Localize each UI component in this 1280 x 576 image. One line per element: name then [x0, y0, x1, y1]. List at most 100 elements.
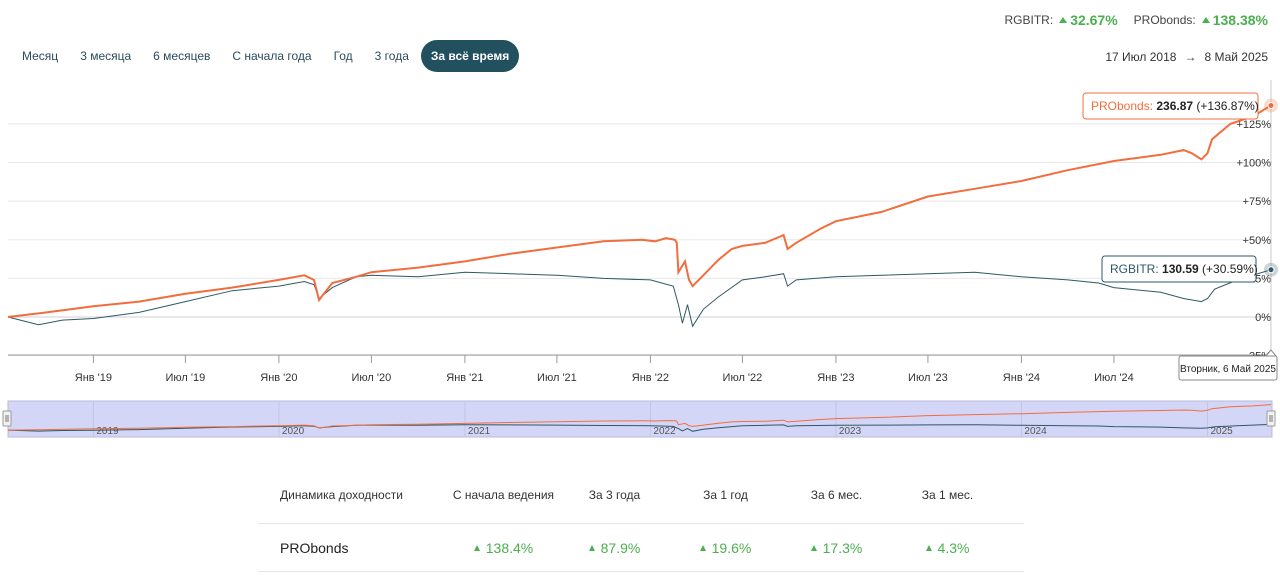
x-tick-label: Янв '21 — [446, 372, 483, 384]
date-from[interactable]: 17 Июл 2018 — [1105, 50, 1177, 64]
table-header: Динамика доходности С начала ведения За … — [258, 466, 1024, 524]
table-row: PRObonds 138.4% 87.9% 19.6% 17.3% 4.3% — [258, 524, 1024, 572]
header-dynamics: Динамика доходности — [280, 487, 403, 502]
probonds-tooltip-box — [1082, 92, 1259, 120]
navigator-selection — [7, 400, 1273, 438]
rgbitr-tooltip-value: 130.59 — [1162, 262, 1199, 276]
header-1-year: За 1 год — [703, 487, 748, 502]
summary-rgbitr-value: 32.67% — [1070, 12, 1118, 28]
up-arrow-icon — [588, 544, 595, 551]
probonds-tooltip: PRObonds: 236.87 (+136.87%) — [1082, 92, 1259, 120]
summary-rgbitr-value-wrap: 32.67% — [1059, 12, 1118, 28]
cell-6-months: 17.3% — [781, 538, 892, 558]
x-tick-label: Янв '23 — [817, 372, 854, 384]
summary-probonds-label: PRObonds: — [1133, 13, 1196, 27]
navigator-probonds-line — [7, 404, 1272, 431]
probonds-tooltip-text: PRObonds: 236.87 (+136.87%) — [1091, 99, 1259, 113]
cell-3-years: 87.9% — [559, 538, 670, 558]
summary-rgbitr: RGBITR: 32.67% — [1005, 12, 1118, 28]
navigator-rgbitr-line — [7, 423, 1272, 432]
cell-3-years-value: 87.9% — [600, 539, 641, 556]
summary-probonds-value-wrap: 138.38% — [1201, 12, 1268, 28]
range-all-time-button[interactable]: За всё время — [420, 40, 520, 72]
header-1-month: За 1 мес. — [921, 487, 974, 502]
rgbitr-tooltip-change: (+30.59%) — [1199, 262, 1258, 276]
rgbitr-tooltip-series-name: RGBITR — [1110, 262, 1156, 276]
cell-since-inception: 138.4% — [448, 538, 559, 558]
summary-probonds: PRObonds: 138.38% — [1134, 12, 1268, 28]
x-tick-label: Июл '21 — [537, 372, 577, 384]
summary-probonds-value: 138.38% — [1212, 12, 1268, 28]
rgbitr-tooltip: RGBITR: 130.59 (+30.59%) — [1101, 255, 1258, 283]
grid — [8, 123, 1272, 357]
y-tick-label: +100% — [1236, 158, 1271, 170]
header-since-inception: С начала ведения — [452, 487, 555, 502]
navigator-label: 2023 — [839, 426, 862, 437]
cell-since-inception-value: 138.4% — [485, 539, 534, 556]
navigator[interactable]: 2019 2020 2021 2022 2023 2024 2025 — [2, 400, 1276, 438]
header-6-months: За 6 мес. — [810, 487, 863, 502]
y-tick-label: +125% — [1236, 119, 1271, 131]
tooltips: PRObonds: 236.87 (+136.87%) RGBITR: 130.5… — [1082, 92, 1278, 381]
row-name: PRObonds — [280, 539, 349, 556]
navigator-label: 2019 — [96, 426, 119, 437]
probonds-tooltip-sep: : — [1150, 99, 1157, 113]
date-tooltip-pointer — [1264, 349, 1278, 357]
navigator-label: 2025 — [1210, 426, 1233, 437]
date-tooltip-box — [1178, 355, 1278, 381]
summary-rgbitr-label: RGBITR: — [1004, 13, 1054, 27]
rgbitr-tooltip-text: RGBITR: 130.59 (+30.59%) — [1110, 262, 1258, 276]
crosshair — [1263, 80, 1278, 355]
x-tick-label: Июл '23 — [908, 372, 948, 384]
up-arrow-icon — [925, 544, 932, 551]
date-tooltip-text: Вторник, 6 Май 2025 — [1180, 364, 1276, 375]
x-tick-label: Июл '22 — [723, 372, 763, 384]
cell-6-months-value: 17.3% — [822, 539, 863, 556]
rgbitr-tooltip-sep: : — [1155, 262, 1162, 276]
date-arrow: → — [1184, 50, 1197, 64]
x-tick-label: Янв '20 — [260, 372, 297, 384]
navigator-label: 2020 — [282, 426, 305, 437]
cell-1-month-value: 4.3% — [937, 539, 970, 556]
up-arrow-icon — [810, 544, 817, 551]
navigator-right-handle[interactable] — [1266, 410, 1276, 427]
y-tick-label: +50% — [1243, 235, 1272, 247]
range-year-button[interactable]: Год — [324, 40, 363, 72]
navigator-left-handle[interactable] — [2, 410, 12, 427]
navigator-label: 2021 — [468, 426, 491, 437]
probonds-tooltip-value: 236.87 — [1156, 99, 1193, 113]
range-3-months-button[interactable]: 3 месяца — [70, 40, 141, 72]
probonds-series-line — [7, 104, 1272, 318]
date-tooltip: Вторник, 6 Май 2025 — [1178, 349, 1278, 381]
x-tick-label: Июл '24 — [1094, 372, 1134, 384]
probonds-tooltip-change: (+136.87%) — [1193, 99, 1259, 113]
up-arrow-icon — [699, 544, 706, 551]
x-tick-label: Янв '24 — [1003, 372, 1040, 384]
navigator-label: 2022 — [653, 426, 676, 437]
range-3-years-button[interactable]: 3 года — [365, 40, 419, 72]
y-tick-label: 0% — [1255, 312, 1271, 324]
probonds-tooltip-series-name: PRObonds — [1091, 99, 1150, 113]
y-tick-label: +75% — [1243, 196, 1272, 208]
x-tick-label: Янв '19 — [75, 372, 112, 384]
range-ytd-button[interactable]: С начала года — [222, 40, 321, 72]
up-arrow-icon — [1201, 17, 1210, 23]
cell-1-year-value: 19.6% — [711, 539, 752, 556]
up-arrow-icon — [473, 544, 480, 551]
range-month-button[interactable]: Месяц — [12, 40, 68, 72]
summary-bar: RGBITR: 32.67% PRObonds: 138.38% — [1005, 12, 1268, 28]
series-lines — [7, 104, 1272, 328]
range-6-months-button[interactable]: 6 месяцев — [143, 40, 220, 72]
up-arrow-icon — [1059, 17, 1068, 23]
navigator-label: 2024 — [1024, 426, 1047, 437]
y-axis: -25%0%+25%+50%+75%+100%+125% — [1236, 119, 1271, 363]
probonds-point — [1267, 102, 1275, 110]
date-to[interactable]: 8 Май 2025 — [1204, 50, 1268, 64]
date-range-display: 17 Июл 2018 → 8 Май 2025 — [1105, 50, 1268, 64]
rgbitr-point — [1267, 266, 1275, 274]
header-3-years: За 3 года — [588, 487, 641, 502]
x-tick-label: Янв '22 — [632, 372, 669, 384]
x-tick-label: Июл '19 — [166, 372, 206, 384]
performance-chart[interactable]: Янв '19 Июл '19 Янв '20 Июл '20 Янв '21 Июл '… — [0, 80, 1280, 440]
rgbitr-series-line — [7, 269, 1272, 328]
